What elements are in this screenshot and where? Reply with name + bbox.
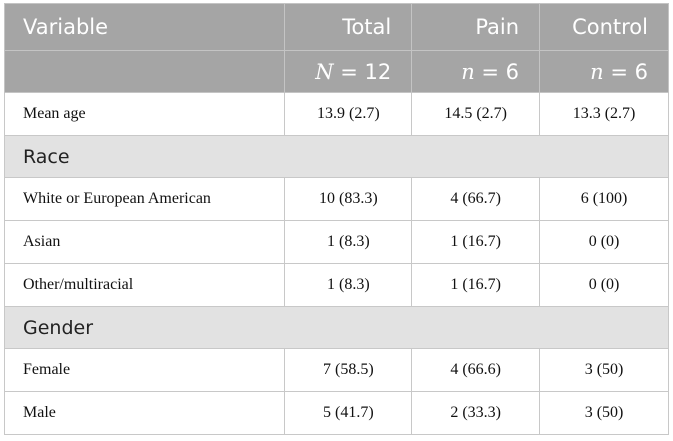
data-row: Asian 1 (8.3) 1 (16.7) 0 (0) [3, 220, 669, 264]
sample-size: = 12 [340, 59, 392, 84]
subheader-cell [3, 50, 286, 93]
value-cell: 10 (83.3) [284, 177, 413, 221]
value-cell: 13.9 (2.7) [284, 92, 413, 136]
data-row: White or European American 10 (83.3) 4 (66… [3, 177, 669, 221]
value-cell: 13.3 (2.7) [539, 92, 669, 136]
sample-symbol: n [590, 59, 604, 84]
subheader-cell: n = 6 [539, 50, 669, 93]
value-cell: 3 (50) [539, 348, 669, 392]
section-label: Race [4, 135, 669, 178]
sample-symbol: n [461, 59, 475, 84]
data-row: Female 7 (58.5) 4 (66.6) 3 (50) [3, 348, 669, 392]
header-cell: Variable [3, 3, 286, 51]
value-cell: 0 (0) [539, 220, 669, 264]
data-row: Male 5 (41.7) 2 (33.3) 3 (50) [3, 391, 669, 435]
value-cell: 5 (41.7) [284, 391, 413, 435]
data-row: Other/multiracial 1 (8.3) 1 (16.7) 0 (0) [3, 263, 669, 307]
value-cell: 4 (66.7) [411, 177, 541, 221]
section-row: Gender [4, 306, 669, 349]
value-cell: 3 (50) [539, 391, 669, 435]
value-cell: 0 (0) [539, 263, 669, 307]
value-cell: 4 (66.6) [411, 348, 541, 392]
subheader-cell: n = 6 [411, 50, 541, 93]
value-cell: 1 (8.3) [284, 263, 413, 307]
sample-size: = 6 [481, 59, 520, 84]
variable-cell: Male [3, 391, 286, 435]
subheader-cell: N = 12 [284, 50, 413, 93]
variable-cell: Other/multiracial [3, 263, 286, 307]
header-row: Variable Total Pain Control [3, 3, 669, 51]
value-cell: 1 (16.7) [411, 263, 541, 307]
data-row: Mean age 13.9 (2.7) 14.5 (2.7) 13.3 (2.7) [3, 92, 669, 136]
section-label: Gender [4, 306, 669, 349]
header-cell: Pain [411, 3, 541, 51]
variable-cell: Asian [3, 220, 286, 264]
value-cell: 6 (100) [539, 177, 669, 221]
header-cell: Control [539, 3, 669, 51]
value-cell: 14.5 (2.7) [411, 92, 541, 136]
sample-symbol: N [315, 59, 334, 84]
variable-cell: Mean age [3, 92, 286, 136]
section-row: Race [4, 135, 669, 178]
variable-cell: White or European American [3, 177, 286, 221]
value-cell: 1 (8.3) [284, 220, 413, 264]
sample-size: = 6 [610, 59, 648, 84]
value-cell: 1 (16.7) [411, 220, 541, 264]
header-cell: Total [284, 3, 413, 51]
value-cell: 2 (33.3) [411, 391, 541, 435]
value-cell: 7 (58.5) [284, 348, 413, 392]
variable-cell: Female [3, 348, 286, 392]
